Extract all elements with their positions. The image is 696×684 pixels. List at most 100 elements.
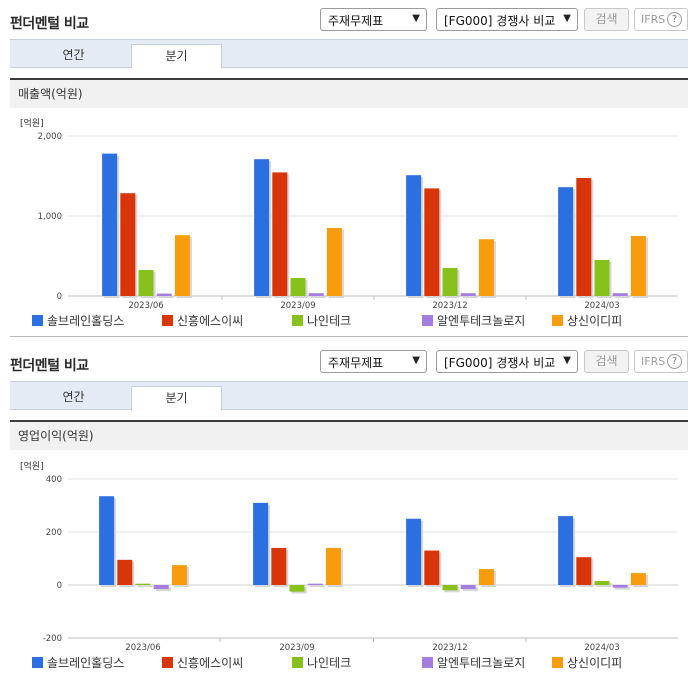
bar[interactable] — [576, 557, 592, 585]
bar[interactable] — [460, 293, 476, 296]
bar-shadow — [310, 295, 326, 298]
bar[interactable] — [478, 569, 494, 585]
bar[interactable] — [442, 585, 458, 591]
bar[interactable] — [171, 565, 187, 585]
legend-label: 상신이디피 — [567, 314, 623, 328]
legend-swatch — [162, 315, 173, 326]
x-tick-label: 2023/06 — [125, 643, 160, 653]
bar[interactable] — [424, 550, 440, 585]
bar[interactable] — [406, 175, 422, 296]
operating-profit-bar-chart: [억원] -200 0 200 400 2023/06 2023/09 2023/12 2024… — [20, 460, 678, 653]
legend-swatch — [32, 315, 43, 326]
bar[interactable] — [612, 585, 628, 588]
bar[interactable] — [630, 236, 646, 296]
help-icon[interactable]: ? — [667, 354, 682, 369]
bar[interactable] — [406, 518, 422, 585]
panel-title: 펀더멘털 비교 — [10, 16, 89, 32]
bar-shadow — [155, 587, 171, 591]
bar[interactable] — [325, 547, 341, 585]
ifrs-button[interactable]: IFRS ? — [634, 8, 688, 31]
bar[interactable] — [326, 228, 342, 296]
legend-item[interactable]: 나인테크 — [292, 314, 351, 328]
legend-item[interactable]: 나인테크 — [292, 656, 351, 670]
chevron-down-icon: ▼ — [412, 13, 420, 24]
bar[interactable] — [478, 239, 494, 296]
bar-shadow — [137, 585, 153, 587]
bar[interactable] — [138, 270, 154, 296]
legend-label: 상신이디피 — [567, 656, 623, 670]
legend-item[interactable]: 솔브레인홀딩스 — [32, 656, 124, 670]
statement-select[interactable]: 주재무제표 ▼ — [320, 8, 427, 31]
peer-group-select[interactable]: [FG000] 경쟁사 비교 ▼ — [436, 350, 578, 373]
bar[interactable] — [254, 159, 270, 296]
y-unit-label: [억원] — [20, 117, 44, 129]
legend-swatch — [422, 315, 433, 326]
bar[interactable] — [156, 293, 172, 296]
bar[interactable] — [558, 187, 574, 296]
x-tick-label: 2024/03 — [584, 301, 619, 311]
divider — [10, 336, 688, 337]
peer-group-select[interactable]: [FG000] 경쟁사 비교 ▼ — [436, 8, 578, 31]
chart-legend: 솔브레인홀딩스 신흥에스이씨 나인테크 알엔투테크놀로지 상신이디피 — [32, 314, 652, 328]
legend-item[interactable]: 상신이디피 — [552, 314, 622, 328]
tab-quarterly[interactable]: 분기 — [131, 386, 222, 411]
statement-select-value: 주재무제표 — [328, 356, 384, 370]
tab-annual[interactable]: 연간 — [62, 48, 85, 62]
legend-label: 나인테크 — [307, 314, 352, 328]
bar[interactable] — [460, 585, 476, 589]
bar[interactable] — [120, 193, 136, 296]
x-tick-label: 2023/09 — [280, 301, 315, 311]
section-title: 영업이익(억원) — [10, 420, 688, 450]
tab-annual[interactable]: 연간 — [62, 390, 85, 404]
chevron-down-icon: ▼ — [563, 13, 571, 24]
bar[interactable] — [271, 547, 287, 585]
bar[interactable] — [576, 178, 592, 296]
legend-label: 신흥에스이씨 — [177, 314, 244, 328]
bar[interactable] — [594, 581, 610, 585]
search-button[interactable]: 검색 — [584, 350, 629, 373]
bar[interactable] — [117, 559, 133, 585]
bar[interactable] — [174, 235, 190, 296]
legend-item[interactable]: 알엔투테크놀로지 — [422, 314, 525, 328]
x-tick-label: 2023/12 — [432, 643, 467, 653]
x-tick-label: 2023/09 — [279, 643, 314, 653]
bar[interactable] — [289, 585, 305, 592]
bar[interactable] — [308, 293, 324, 296]
legend-item[interactable]: 상신이디피 — [552, 656, 622, 670]
chevron-down-icon: ▼ — [563, 355, 571, 366]
legend-item[interactable]: 신흥에스이씨 — [162, 314, 243, 328]
y-tick-label: 2,000 — [38, 132, 62, 142]
bar[interactable] — [102, 153, 118, 296]
bar[interactable] — [594, 260, 610, 296]
bar[interactable] — [253, 502, 269, 585]
help-icon[interactable]: ? — [667, 12, 682, 27]
bar[interactable] — [612, 293, 628, 296]
bar[interactable] — [558, 516, 574, 585]
fundamental-panel-operating-profit: 펀더멘털 비교 주재무제표 ▼ [FG000] 경쟁사 비교 ▼ 검색 IFRS… — [0, 342, 696, 684]
bar-shadow — [462, 295, 478, 298]
bar[interactable] — [630, 573, 646, 585]
legend-item[interactable]: 알엔투테크놀로지 — [422, 656, 525, 670]
legend-swatch — [552, 315, 563, 326]
legend-item[interactable]: 솔브레인홀딩스 — [32, 314, 124, 328]
legend-label: 신흥에스이씨 — [177, 656, 244, 670]
legend-label: 솔브레인홀딩스 — [47, 656, 125, 670]
bar[interactable] — [135, 583, 151, 585]
statement-select[interactable]: 주재무제표 ▼ — [320, 350, 427, 373]
bar-shadow — [596, 583, 612, 587]
bar[interactable] — [442, 268, 458, 296]
x-tick-label: 2023/12 — [432, 301, 467, 311]
bar[interactable] — [272, 172, 288, 296]
tab-quarterly[interactable]: 분기 — [131, 44, 222, 69]
y-tick-label: 1,000 — [38, 212, 62, 222]
ifrs-button[interactable]: IFRS ? — [634, 350, 688, 373]
bar[interactable] — [307, 583, 323, 585]
legend-item[interactable]: 신흥에스이씨 — [162, 656, 243, 670]
legend-swatch — [552, 657, 563, 668]
bar[interactable] — [424, 188, 440, 296]
bar[interactable] — [99, 496, 115, 585]
search-button[interactable]: 검색 — [584, 8, 629, 31]
bar[interactable] — [153, 585, 169, 589]
legend-swatch — [292, 657, 303, 668]
bar[interactable] — [290, 278, 306, 296]
